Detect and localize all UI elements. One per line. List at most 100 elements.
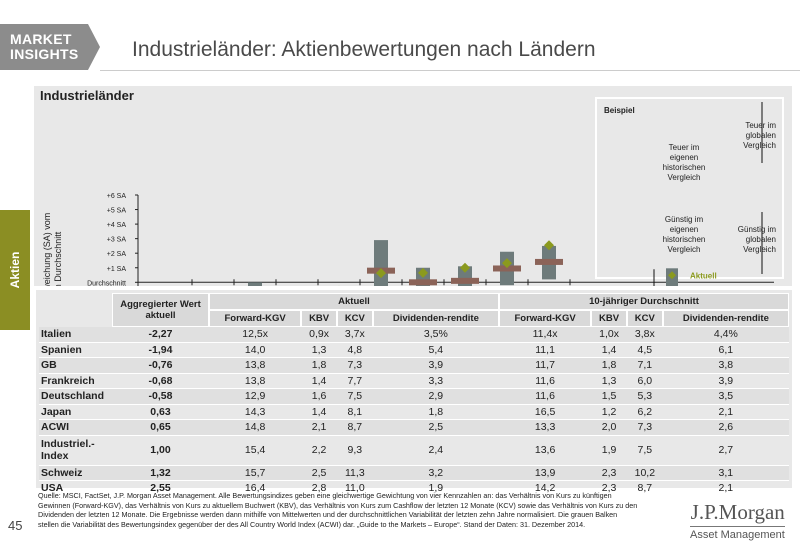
expensive-historical-label: Teuer im eigenen historischen Vergleich: [663, 143, 706, 182]
cell: 2,9: [372, 389, 499, 405]
cell: 1,00: [112, 436, 209, 466]
cell: 11,0: [336, 481, 373, 497]
header-divider: [100, 70, 800, 71]
cell: 13,3: [498, 420, 592, 436]
y-tick-label: +3 SA: [107, 237, 127, 244]
cell: 2,3: [591, 466, 627, 481]
cell: 0,63: [112, 405, 209, 420]
cell: 1,3: [591, 374, 627, 389]
current-marker: [460, 262, 470, 273]
cell: 13,9: [498, 466, 592, 481]
cheap-global-label: Günstig im globalen Vergleich: [738, 225, 777, 254]
cell: 7,1: [626, 358, 663, 374]
valuation-table-grid: Aggregierter Wert aktuell Aktuell 10-jäh…: [39, 293, 789, 497]
cell: 7,3: [626, 420, 663, 436]
brand-sub: Asset Management: [690, 529, 785, 541]
table-row: Frankreich -0,68 13,8 1,4 7,7 3,3 11,6 1,3 6,0 3,…: [39, 374, 789, 389]
row-label: ACWI: [39, 420, 112, 436]
cell: 3,5%: [372, 327, 499, 343]
cell: 11,3: [336, 466, 373, 481]
header-10y-avg: 10-jähriger Durchschnitt: [498, 293, 789, 310]
current-marker: [544, 240, 554, 251]
cell: 2,0: [591, 420, 627, 436]
row-label: Schweiz: [39, 466, 112, 481]
section-tab-label: Aktien: [8, 251, 22, 289]
row-label: Industriel.- Index: [39, 436, 112, 466]
cell: 5,4: [372, 343, 499, 358]
cell: 1,4: [301, 374, 337, 389]
cell: 2,1: [301, 420, 337, 436]
cell: 2,6: [662, 420, 789, 436]
cell: 2,5: [301, 466, 337, 481]
y-tick-label: +1 SA: [107, 266, 127, 273]
cell: 14,2: [498, 481, 592, 497]
table-row: Japan 0,63 14,3 1,4 8,1 1,8 16,5 1,2 6,2 2,1: [39, 405, 789, 420]
cell: 13,6: [498, 436, 592, 466]
cell: -1,94: [112, 343, 209, 358]
cell: 1,2: [591, 405, 627, 420]
cell: 16,5: [498, 405, 592, 420]
brand: J.P.Morgan: [690, 500, 785, 527]
chart: +6 SA +5 SA +4 SA +3 SA +2 SA +1 SA Durchschni…: [34, 86, 792, 286]
cell: 6,0: [626, 374, 663, 389]
cell: 2,4: [372, 436, 499, 466]
current-marker: [502, 258, 512, 269]
average-marker: [451, 277, 479, 284]
page-number: 45: [8, 518, 23, 533]
cell: 16,4: [209, 481, 302, 497]
table-row: GB -0,76 13,8 1,8 7,3 3,9 11,7 1,8 7,1 3,8: [39, 358, 789, 374]
subheader: KBV: [591, 310, 627, 327]
average-marker: [493, 265, 521, 272]
table-row: Italien -2,27 12,5x 0,9x 3,7x 3,5% 11,4x 1,0x 3,…: [39, 327, 789, 343]
cell: 15,7: [209, 466, 302, 481]
cell: 1,4: [591, 343, 627, 358]
section-tab-aktien: Aktien: [0, 210, 30, 330]
cell: -0,76: [112, 358, 209, 374]
cell: 11,6: [498, 374, 592, 389]
y-tick-label: +5 SA: [107, 208, 127, 215]
y-tick-label: +6 SA: [107, 193, 127, 200]
cell: 1,3: [301, 343, 337, 358]
cell: 1,9: [591, 436, 627, 466]
cell: 1,5: [591, 389, 627, 405]
header-aggr: Aggregierter Wert aktuell: [112, 293, 209, 327]
cell: 3,7x: [336, 327, 373, 343]
market-insights-logo: MARKET INSIGHTS: [0, 24, 100, 70]
cell: -0,58: [112, 389, 209, 405]
row-label: Frankreich: [39, 374, 112, 389]
cell: 13,8: [209, 374, 302, 389]
valuation-table: Aggregierter Wert aktuell Aktuell 10-jäh…: [36, 290, 792, 497]
table-row: USA 2,55 16,4 2,8 11,0 1,9 14,2 2,3 8,7 2,1: [39, 481, 789, 497]
cell: 14,0: [209, 343, 302, 358]
cell: 14,8: [209, 420, 302, 436]
average-marker: [409, 279, 437, 286]
cell: 3,8x: [626, 327, 663, 343]
chart-svg: +6 SA +5 SA +4 SA +3 SA +2 SA +1 SA Durchschni…: [42, 97, 784, 286]
cell: 7,5: [336, 389, 373, 405]
subheader: Forward-KGV: [498, 310, 592, 327]
y-tick-label: +2 SA: [107, 251, 127, 258]
corner: [39, 293, 112, 327]
cell: 3,5: [662, 389, 789, 405]
cell: 1,8: [372, 405, 499, 420]
cell: 4,5: [626, 343, 663, 358]
cell: 2,1: [662, 405, 789, 420]
row-label: Italien: [39, 327, 112, 343]
cell: 0,9x: [301, 327, 337, 343]
expensive-global-label: Teuer im globalen Vergleich: [743, 121, 776, 150]
cell: 7,7: [336, 374, 373, 389]
cell: 15,4: [209, 436, 302, 466]
example-box: [595, 97, 784, 279]
cell: 4,8: [336, 343, 373, 358]
subheader: KCV: [626, 310, 663, 327]
row-label: GB: [39, 358, 112, 374]
cell: 11,7: [498, 358, 592, 374]
logo-line2: INSIGHTS: [10, 46, 79, 62]
cell: 12,5x: [209, 327, 302, 343]
jpmorgan-logo: J.P.Morgan Asset Management: [690, 500, 785, 541]
cell: 1,6: [301, 389, 337, 405]
table-row: Schweiz 1,32 15,7 2,5 11,3 3,2 13,9 2,3 10,2 3,1: [39, 465, 789, 481]
cell: 4,4%: [662, 327, 789, 343]
table-row: ACWI 0,65 14,8 2,1 8,7 2,5 13,3 2,0 7,3 2,6: [39, 420, 789, 436]
cell: 2,7: [662, 436, 789, 466]
